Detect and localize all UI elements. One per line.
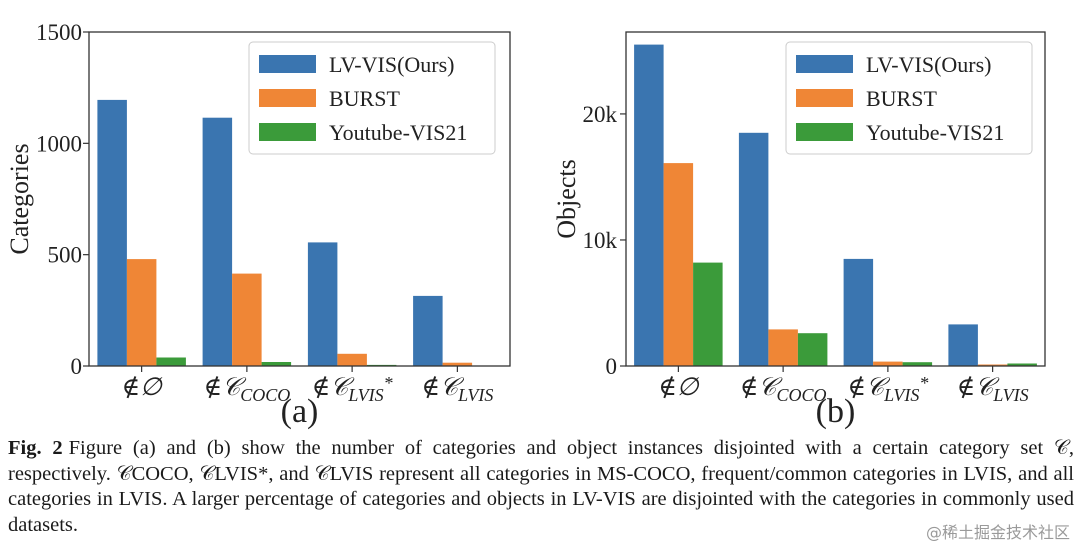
bar-lv-vis-ours--0 (634, 44, 664, 366)
panel-label: (a) (281, 393, 319, 430)
y-tick-label: 20k (583, 102, 618, 127)
x-tick-label: ∉∅ (121, 374, 163, 401)
y-axis-label: Categories (5, 143, 34, 254)
bar-lv-vis-ours--3 (948, 324, 978, 366)
bar-lv-vis-ours--2 (307, 242, 338, 366)
legend-swatch (796, 89, 853, 107)
legend: LV-VIS(Ours) BURST Youtube-VIS21 (785, 41, 1033, 155)
bar-lv-vis-ours--2 (843, 258, 874, 366)
bar-lv-vis-ours--1 (202, 117, 233, 366)
y-tick-label: 0 (606, 354, 618, 379)
legend-entry-label: Youtube-VIS21 (329, 120, 467, 145)
bar-youtube-vis21-2 (902, 362, 933, 366)
y-tick-label: 1500 (36, 20, 82, 45)
chart-panel-b: 0 10k 20k ∉∅ ∉𝒞COCO ∉𝒞LVIS* ∉𝒞LVIS Objects (b) LV… (552, 31, 1046, 430)
figure-caption: Fig. 2 Figure (a) and (b) show the number… (8, 436, 1074, 538)
y-tick-label: 0 (71, 354, 83, 379)
bar-youtube-vis21-1 (797, 333, 828, 366)
bar-burst-1 (232, 273, 262, 366)
bar-burst-0 (126, 259, 157, 366)
y-axis-label: Objects (552, 159, 581, 238)
bar-youtube-vis21-0 (156, 357, 186, 366)
bar-burst-2 (873, 361, 903, 366)
legend-entry-label: LV-VIS(Ours) (866, 52, 992, 77)
bar-burst-1 (768, 329, 798, 366)
axes-frame (88, 31, 511, 367)
x-tick-label: ∉𝒞LVIS* (312, 373, 393, 405)
bar-youtube-vis21-1 (261, 362, 292, 366)
x-tick-label: ∉𝒞COCO (204, 374, 291, 405)
legend: LV-VIS(Ours) BURST Youtube-VIS21 (248, 41, 496, 155)
bar-lv-vis-ours--0 (97, 99, 127, 367)
x-tick-label: ∉𝒞LVIS (421, 374, 493, 405)
bar-burst-2 (337, 353, 367, 366)
x-tick-label: ∉𝒞COCO (740, 374, 827, 405)
legend-swatch (796, 123, 853, 141)
bar-youtube-vis21-3 (1007, 363, 1037, 366)
y-tick-label: 10k (583, 228, 618, 253)
legend-swatch (796, 55, 853, 73)
bar-burst-3 (977, 364, 1008, 366)
legend-entry-label: Youtube-VIS21 (866, 120, 1004, 145)
legend-swatch (259, 123, 316, 141)
y-tick-label: 500 (48, 243, 83, 268)
figure: 0 500 1000 1500 ∉∅ ∉𝒞COCO ∉𝒞LVIS* ∉𝒞LVIS Categor… (5, 20, 1046, 430)
x-tick-label: ∉𝒞LVIS (957, 374, 1029, 405)
bar-burst-3 (442, 362, 473, 366)
panel-label: (b) (816, 393, 856, 430)
bar-burst-0 (663, 163, 694, 366)
chart-panel-a: 0 500 1000 1500 ∉∅ ∉𝒞COCO ∉𝒞LVIS* ∉𝒞LVIS Categor… (5, 20, 511, 430)
legend-swatch (259, 89, 316, 107)
axes-frame (625, 31, 1046, 367)
bar-lv-vis-ours--3 (413, 295, 443, 366)
x-tick-label: ∉∅ (658, 374, 700, 401)
caption-label: Fig. 2 (8, 437, 63, 459)
legend-entry-label: LV-VIS(Ours) (329, 52, 455, 77)
caption-text: Figure (a) and (b) show the number of ca… (8, 437, 1074, 536)
legend-swatch (259, 55, 316, 73)
x-tick-label: ∉𝒞LVIS* (847, 373, 928, 405)
bar-youtube-vis21-0 (693, 262, 723, 366)
y-tick-label: 1000 (36, 131, 82, 156)
legend-entry-label: BURST (866, 86, 937, 111)
watermark: @稀土掘金技术社区 (925, 519, 1070, 543)
legend-entry-label: BURST (329, 86, 400, 111)
bar-lv-vis-ours--1 (738, 132, 769, 366)
